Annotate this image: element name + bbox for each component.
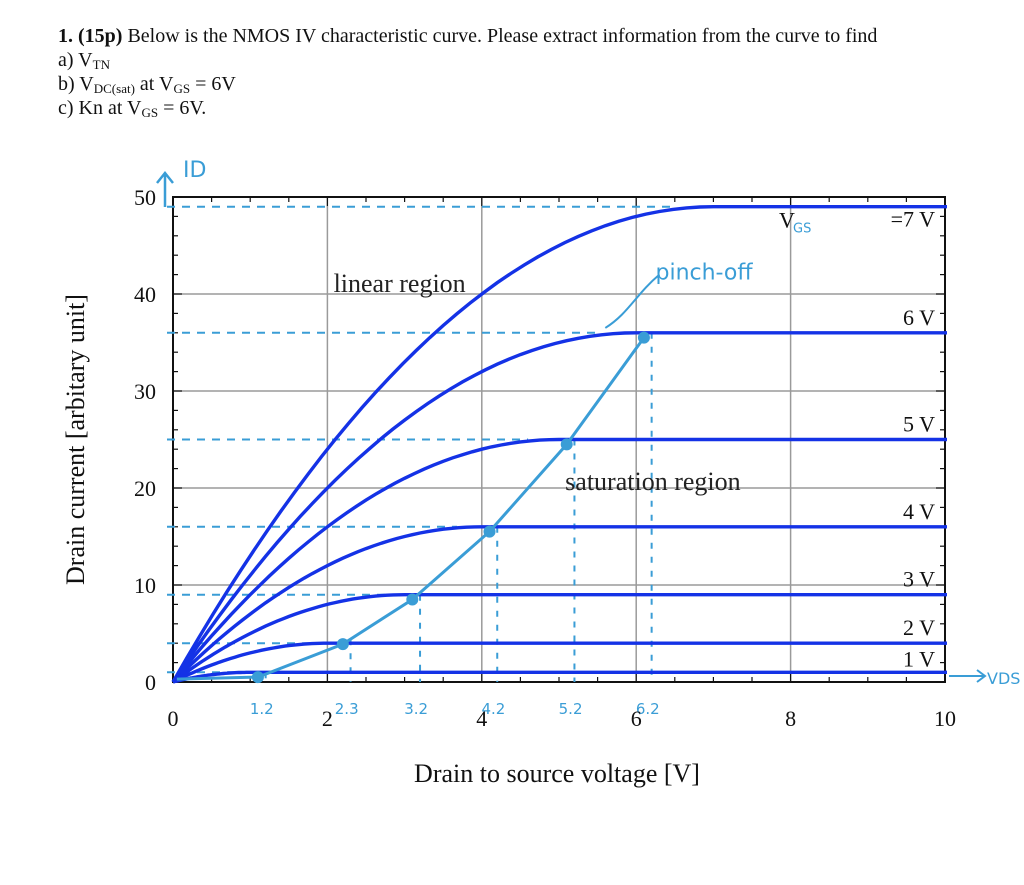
- question-part-b: b) VDC(sat) at VGS = 6V: [58, 73, 236, 96]
- handwritten-voltage-mark: 2.3: [335, 700, 359, 718]
- id-axis-arrow: [156, 170, 174, 207]
- iv-curve: [171, 437, 947, 684]
- saturation-region-label: saturation region: [565, 467, 740, 496]
- question-part-a: a) VTN: [58, 49, 110, 72]
- iv-curve: [172, 641, 947, 684]
- y-tick-label: 20: [134, 476, 156, 501]
- x-tick-label: 10: [934, 706, 956, 731]
- iv-curve: [171, 205, 947, 683]
- y-tick-label: 10: [134, 573, 156, 598]
- vgs-label: 1 V: [903, 646, 935, 671]
- pinch-off-point: [560, 438, 573, 451]
- vgs-label: 6 V: [903, 305, 935, 330]
- y-axis-title: Drain current [arbitary unit]: [61, 294, 90, 585]
- vds-label: VDS: [987, 669, 1020, 688]
- question-text: 1. (15p) Below is the NMOS IV characteri…: [58, 24, 998, 120]
- question-number: 1.: [58, 25, 73, 47]
- handwritten-voltage-mark: 3.2: [404, 700, 428, 718]
- pinch-off-arrow: [604, 273, 661, 329]
- x-tick-label: 2: [322, 706, 333, 731]
- grid-lines: [173, 197, 945, 682]
- pinch-off-label: pinch-off: [656, 260, 754, 285]
- iv-curve: [171, 331, 947, 683]
- x-tick-label: 4: [476, 706, 487, 731]
- vgs-label: 4 V: [903, 499, 935, 524]
- x-tick-label: 0: [168, 706, 179, 731]
- handwritten-annotations: 1.2 2.3 3.2 4.2 5.2 6.2 pinch-off ID VDS: [156, 158, 1020, 718]
- vgs-subscript: GS: [793, 222, 811, 237]
- iv-curve: [171, 525, 947, 684]
- handwritten-guides: [167, 205, 671, 682]
- id-label: ID: [183, 158, 206, 183]
- x-tick-label: 6: [631, 706, 642, 731]
- pinch-off-point: [406, 593, 419, 606]
- vgs-label: =7 V: [891, 207, 936, 232]
- question-points: (15p): [78, 25, 123, 47]
- pinch-off-point: [251, 671, 264, 684]
- y-tick-label: 50: [134, 185, 156, 210]
- handwritten-voltage-mark: 5.2: [559, 700, 583, 718]
- question-line-1: 1. (15p) Below is the NMOS IV characteri…: [58, 24, 998, 48]
- question-prompt: Below is the NMOS IV characteristic curv…: [127, 25, 878, 47]
- vgs-label: 5 V: [903, 412, 935, 437]
- x-tick-label: 8: [785, 706, 796, 731]
- handwritten-voltage-mark: 1.2: [250, 700, 274, 718]
- tick-marks: [172, 196, 946, 683]
- y-tick-label: 30: [134, 379, 156, 404]
- pinch-off-locus: [176, 336, 646, 681]
- vgs-label: 3 V: [903, 567, 935, 592]
- pinch-off-point: [336, 638, 349, 651]
- handwritten-voltage-mark: 4.2: [481, 700, 505, 718]
- vgs-label: 2 V: [903, 615, 935, 640]
- handwritten-voltage-mark: 6.2: [636, 700, 660, 718]
- pinch-off-point: [483, 525, 496, 538]
- vgs-prefix-label: V: [779, 208, 795, 233]
- curve-group: [171, 205, 947, 684]
- y-tick-label: 0: [145, 670, 156, 695]
- x-axis-title: Drain to source voltage [V]: [414, 759, 700, 788]
- chart-labels: 0 2 4 6 8 10 0 10 20 30 40 50 Drain to source voltag…: [61, 185, 956, 788]
- iv-curve: [171, 593, 947, 684]
- y-tick-label: 40: [134, 282, 156, 307]
- question-part-c: c) Kn at VGS = 6V.: [58, 97, 207, 120]
- linear-region-label: linear region: [334, 269, 466, 298]
- pinch-off-point: [637, 331, 650, 344]
- vds-axis-arrow: [949, 669, 987, 683]
